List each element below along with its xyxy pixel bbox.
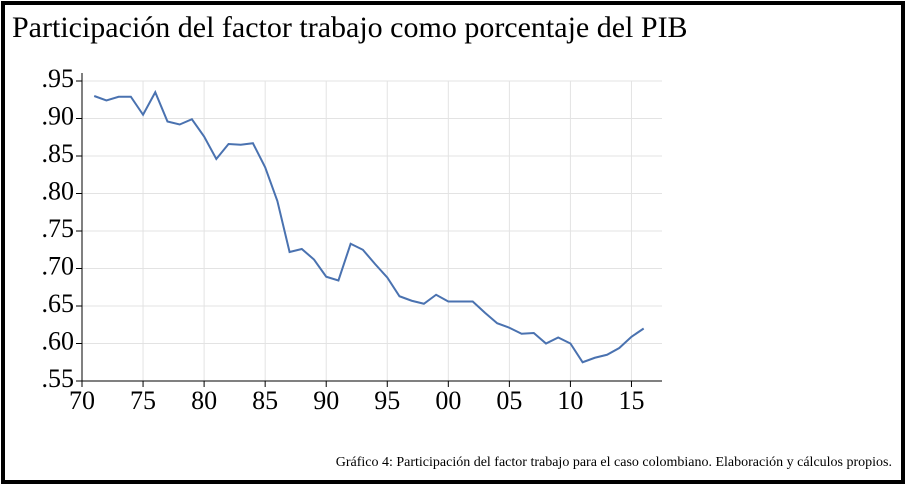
chart-title: Participación del factor trabajo como po… <box>12 11 688 44</box>
x-tick-label: 00 <box>435 386 461 415</box>
x-tick-label: 80 <box>191 386 217 415</box>
y-tick-label: .55 <box>42 364 75 393</box>
x-tick-label: 95 <box>374 386 400 415</box>
y-tick-label: .65 <box>42 289 75 318</box>
y-tick-label: .95 <box>42 64 75 93</box>
y-tick-label: .85 <box>42 139 75 168</box>
x-tick-label: 70 <box>69 386 95 415</box>
y-tick-label: .60 <box>42 326 75 355</box>
x-tick-label: 10 <box>557 386 583 415</box>
y-tick-label: .80 <box>42 176 75 205</box>
x-tick-label: 15 <box>618 386 644 415</box>
x-tick-label: 85 <box>252 386 278 415</box>
x-tick-label: 05 <box>496 386 522 415</box>
y-tick-label: .70 <box>42 251 75 280</box>
caption: Gráfico 4: Participación del factor trab… <box>336 455 892 470</box>
y-tick-label: .90 <box>42 101 75 130</box>
x-tick-label: 75 <box>130 386 156 415</box>
line-series <box>93 89 645 364</box>
x-tick-label: 90 <box>313 386 339 415</box>
y-tick-label: .75 <box>42 214 75 243</box>
